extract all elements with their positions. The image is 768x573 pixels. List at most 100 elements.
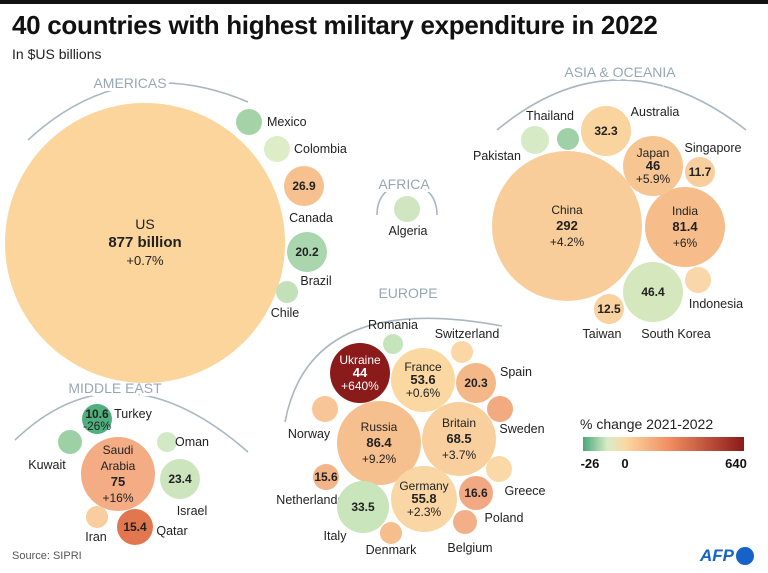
country-value: 23.4 xyxy=(168,472,192,486)
legend: % change 2021-2022 -26 0 640 xyxy=(580,416,747,471)
country-change: +4.2% xyxy=(550,235,585,249)
bubble-circle-sweden xyxy=(487,396,513,422)
bubble-italy: 33.5 Italy xyxy=(324,481,389,543)
afp-logo-dot-icon xyxy=(736,547,754,565)
bubble-circle-russia xyxy=(337,401,421,485)
bubble-circle-south-korea xyxy=(623,262,683,322)
bubble-circle-thailand xyxy=(557,128,579,150)
bubble-circle-singapore xyxy=(685,157,715,187)
bubble-turkey: 10.6-26%Turkey xyxy=(82,404,153,434)
bubble-algeria: Algeria xyxy=(389,196,428,238)
bubble-greece: Greece xyxy=(486,456,546,498)
country-label: Poland xyxy=(485,511,524,525)
bubble-circle-us xyxy=(5,103,285,383)
bubble-switzerland: Switzerland xyxy=(435,327,500,363)
bubble-taiwan: 12.5 Taiwan xyxy=(583,294,624,341)
country-label: Israel xyxy=(177,504,208,518)
country-name: France xyxy=(404,360,442,374)
afp-logo: AFP xyxy=(700,546,754,566)
country-change: +2.3% xyxy=(407,505,442,519)
bubble-circle-japan xyxy=(623,136,683,196)
bubble-circle-israel xyxy=(160,459,200,499)
bubble-circle-italy xyxy=(337,481,389,533)
country-label: Indonesia xyxy=(689,297,743,311)
country-change: +16% xyxy=(102,491,133,505)
bubble-circle-algeria xyxy=(394,196,420,222)
bubble-colombia: Colombia xyxy=(264,136,347,162)
bubble-circle-netherlands xyxy=(313,464,339,490)
bubble-pakistan: Pakistan xyxy=(473,126,549,163)
bubble-singapore: 11.7 Singapore xyxy=(685,141,742,187)
country-label: Taiwan xyxy=(583,327,622,341)
bubble-us: US 877 billion +0.7% xyxy=(5,103,285,383)
country-label: Algeria xyxy=(389,224,428,238)
country-change: +0.6% xyxy=(406,386,441,400)
country-label: Romania xyxy=(368,318,418,332)
country-name: US xyxy=(135,216,154,232)
bubble-circle-india xyxy=(645,187,725,267)
country-name: China xyxy=(551,203,583,217)
country-label: Colombia xyxy=(294,142,347,156)
region-arc-asia xyxy=(496,79,747,131)
country-change: -26% xyxy=(83,419,111,433)
bubble-romania: Romania xyxy=(368,318,418,354)
country-label: Turkey xyxy=(114,407,152,421)
country-label: Switzerland xyxy=(435,327,500,341)
region-title-europe: EUROPE xyxy=(378,285,437,301)
country-value: 292 xyxy=(556,218,578,233)
country-value: 15.4 xyxy=(123,520,147,534)
source-note: Source: SIPRI xyxy=(12,550,82,562)
country-label: Chile xyxy=(271,306,300,320)
bubble-norway: Norway xyxy=(288,396,338,441)
country-value: 33.5 xyxy=(351,500,375,514)
top-rule xyxy=(0,0,768,4)
bubble-oman: Oman xyxy=(157,432,209,452)
country-name: Japan xyxy=(637,146,670,160)
country-value: 53.6 xyxy=(410,372,435,387)
region-title-asia-oceania: ASIA & OCEANIA xyxy=(564,64,676,80)
bubble-australia: 32.3 Australia xyxy=(581,105,679,156)
country-name: Ukraine xyxy=(339,353,381,367)
legend-title: % change 2021-2022 xyxy=(580,416,713,432)
country-change: +0.7% xyxy=(126,253,164,268)
bubble-circle-qatar xyxy=(117,509,153,545)
bubble-circle-pakistan xyxy=(521,126,549,154)
bubble-thailand: Thailand xyxy=(526,109,579,150)
bubble-circle-iran xyxy=(86,506,108,528)
country-label: Qatar xyxy=(156,524,187,538)
country-label: Brazil xyxy=(300,274,331,288)
country-value: 55.8 xyxy=(411,491,436,506)
country-label: Singapore xyxy=(685,141,742,155)
bubble-mexico: Mexico xyxy=(236,109,307,135)
chart-subtitle: In $US billions xyxy=(12,46,102,62)
bubble-circle-france xyxy=(391,348,455,412)
bubble-circle-britain xyxy=(422,402,496,476)
country-name: Russia xyxy=(361,420,398,434)
country-value: 44 xyxy=(353,365,368,380)
country-label: Sweden xyxy=(499,422,544,436)
country-value: 26.9 xyxy=(292,179,316,193)
region-arc-americas xyxy=(27,82,249,141)
bubble-circle-norway xyxy=(312,396,338,422)
bubble-canada: 26.9 Canada xyxy=(284,166,333,225)
country-name: India xyxy=(672,204,698,218)
country-name: Britain xyxy=(442,416,476,430)
region-title-americas: AMERICAS xyxy=(93,75,166,91)
bubble-circle-oman xyxy=(157,432,177,452)
bubble-circle-australia xyxy=(581,106,631,156)
country-value: 81.4 xyxy=(672,219,698,234)
country-value: 86.4 xyxy=(366,435,392,450)
country-value: 15.6 xyxy=(314,470,338,484)
country-label: Belgium xyxy=(447,541,492,555)
country-label: Mexico xyxy=(267,115,307,129)
country-label: Spain xyxy=(500,365,532,379)
country-label: South Korea xyxy=(641,327,711,341)
country-label: Italy xyxy=(324,529,348,543)
bubble-circle-poland xyxy=(459,476,493,510)
bubble-circle-saudi-arabia xyxy=(81,437,155,511)
